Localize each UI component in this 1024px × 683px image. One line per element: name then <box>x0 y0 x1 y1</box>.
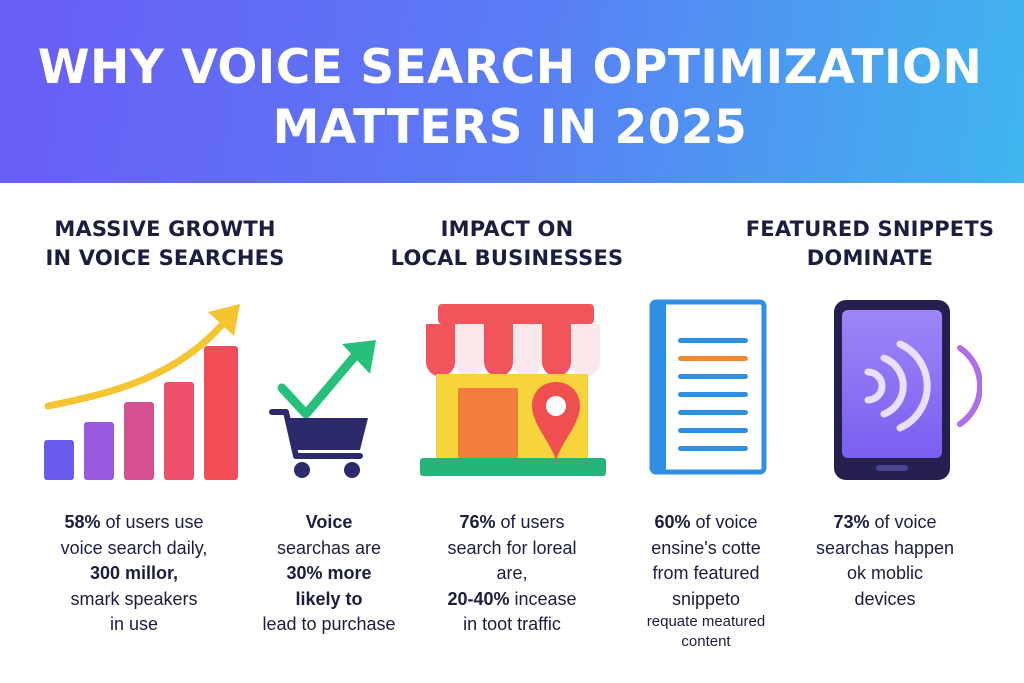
smartphone-voice-icon <box>834 300 982 480</box>
stat-highlight: 60% <box>654 512 691 532</box>
stat-line: 73% of voice <box>792 510 978 536</box>
stat-line: in use <box>109 614 159 634</box>
section-heading-line: LOCAL BUSINESSES <box>390 246 624 270</box>
stat-highlight: 73% <box>833 512 870 532</box>
growth-bar-chart-icon <box>44 304 240 480</box>
stat-line: 76% of users <box>412 510 612 536</box>
section-heading-line: MASSIVE GROWTH <box>54 217 276 241</box>
stat-line: 20-40% incease <box>412 587 612 613</box>
section-heading-line: FEATURED SNIPPETS <box>745 217 995 241</box>
stat-line: 300 millor, <box>30 561 238 587</box>
stat-line: smark speakers <box>70 588 198 609</box>
stat-line: likely to <box>240 587 418 613</box>
stat-line: in toot traffic <box>463 614 561 634</box>
header-banner: WHY VOICE SEARCH OPTIMIZATION MATTERS IN… <box>0 0 1024 183</box>
stat-highlight: likely to <box>295 588 363 609</box>
stat-line: from featured <box>652 563 760 583</box>
stat-text: of users <box>495 512 565 532</box>
stat-highlight: 20-40% <box>447 588 510 609</box>
stat-caption-local: 76% of users search for loreal are, 20-4… <box>412 510 612 638</box>
stat-highlight: 76% <box>459 512 496 532</box>
shopping-cart-check-icon <box>269 340 376 478</box>
stat-line: snippeto <box>671 588 741 609</box>
stat-line: lead to purchase <box>262 614 396 634</box>
document-icon <box>649 299 767 475</box>
stat-line: are, <box>496 563 528 583</box>
stat-text: incease <box>509 588 577 609</box>
stat-line: devices <box>854 588 916 609</box>
stat-line-small: requate meatured <box>646 613 766 630</box>
stat-caption-snippets: 60% of voice ensine's cotte from feature… <box>620 510 792 652</box>
stat-line: ok moblic <box>846 563 924 583</box>
stat-highlight: 58% <box>64 512 101 532</box>
page-title-line2: MATTERS IN 2025 <box>272 100 748 155</box>
page-title: WHY VOICE SEARCH OPTIMIZATION MATTERS IN… <box>30 38 990 158</box>
stat-text: of voice <box>869 512 937 532</box>
stat-text: of voice <box>690 512 758 532</box>
location-pin-icon <box>532 382 580 464</box>
section-heading-snippets: FEATURED SNIPPETS DOMINATE <box>725 215 1015 275</box>
section-heading-line: IMPACT ON <box>440 217 574 241</box>
stat-line: Voice <box>240 510 418 536</box>
stat-text: of users use <box>100 512 204 532</box>
section-heading-local: IMPACT ON LOCAL BUSINESSES <box>362 215 652 275</box>
stat-line: ensine's cotte <box>651 537 761 558</box>
stat-line-small: content <box>681 633 731 650</box>
section-heading-line: DOMINATE <box>806 246 934 270</box>
stat-highlight: 300 millor, <box>89 563 179 583</box>
stat-line: search for loreal <box>447 537 577 558</box>
stat-caption-growth: 58% of users use voice search daily, 300… <box>30 510 238 638</box>
stat-line: searchas are <box>276 537 382 558</box>
section-heading-growth: MASSIVE GROWTH IN VOICE SEARCHES <box>20 215 310 275</box>
stat-highlight: Voice <box>305 512 353 532</box>
stat-highlight: 30% more <box>286 563 372 583</box>
stat-line: searchas happen <box>815 537 955 558</box>
page-title-line1: WHY VOICE SEARCH OPTIMIZATION <box>37 40 983 95</box>
stat-line: 30% more <box>240 561 418 587</box>
stat-caption-purchase: Voice searchas are 30% more likely to le… <box>240 510 418 638</box>
stat-line: 60% of voice <box>620 510 792 536</box>
section-heading-line: IN VOICE SEARCHES <box>45 246 285 270</box>
stat-line: voice search daily, <box>60 537 208 558</box>
stat-caption-mobile: 73% of voice searchas happen ok moblic d… <box>792 510 978 612</box>
stat-line: 58% of users use <box>30 510 238 536</box>
